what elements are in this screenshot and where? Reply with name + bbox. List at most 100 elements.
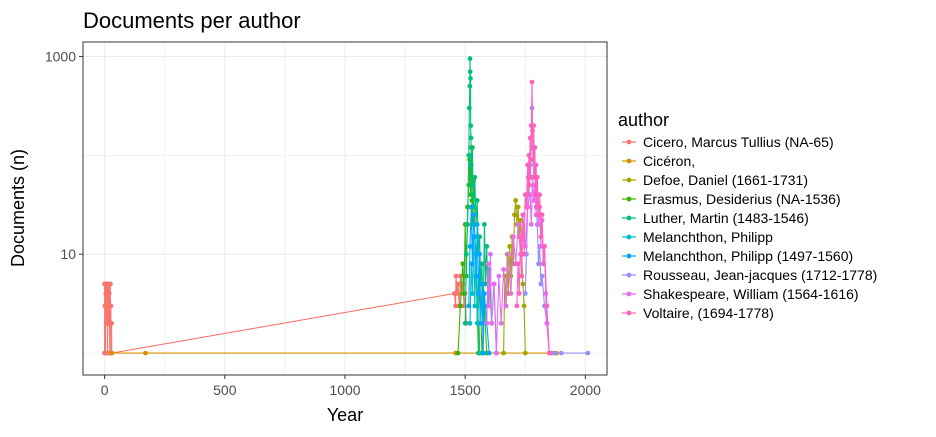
data-point <box>522 350 528 356</box>
legend-key-point <box>626 158 632 164</box>
data-point <box>468 204 474 210</box>
data-point <box>477 251 482 257</box>
data-point <box>515 222 521 227</box>
data-point <box>551 350 557 356</box>
x-tick-label: 2000 <box>570 382 601 398</box>
legend-item: Luther, Martin (1483-1546) <box>622 210 809 226</box>
data-point <box>518 234 523 240</box>
legend-label: Melanchthon, Philipp (1497-1560) <box>643 248 853 264</box>
data-point <box>488 251 493 257</box>
legend-label: Erasmus, Desiderius (NA-1536) <box>643 191 841 207</box>
legend-item: Melanchthon, Philipp (1497-1560) <box>622 248 853 264</box>
data-point <box>558 350 564 356</box>
data-point <box>522 291 528 296</box>
data-point <box>527 135 533 141</box>
data-point <box>474 198 480 203</box>
data-point <box>501 350 506 356</box>
data-point <box>536 222 541 227</box>
data-point <box>544 320 550 326</box>
data-point <box>108 303 114 309</box>
data-point <box>515 261 521 267</box>
legend-label: Shakespeare, William (1564-1616) <box>643 286 859 302</box>
series-7 <box>466 204 492 356</box>
data-point <box>474 320 480 326</box>
data-point <box>453 303 458 309</box>
data-point <box>531 123 537 128</box>
data-point <box>486 303 492 309</box>
data-point <box>476 291 481 296</box>
data-point <box>518 217 523 223</box>
legend-label: Cicéron, <box>643 153 695 169</box>
y-tick-label: 1000 <box>45 48 76 64</box>
series-line <box>464 58 497 354</box>
data-point <box>466 303 472 309</box>
legend-label: Voltaire, (1694-1778) <box>643 305 774 321</box>
data-point <box>534 174 540 180</box>
data-point <box>467 244 473 249</box>
data-point <box>470 145 475 150</box>
legend: Cicero, Marcus Tullius (NA-65) Cicéron, De… <box>622 134 877 321</box>
data-point <box>508 291 514 296</box>
legend-label: Defoe, Daniel (1661-1731) <box>643 172 808 188</box>
x-tick-label: 500 <box>213 382 237 398</box>
x-tick-label: 0 <box>101 382 109 398</box>
y-tick-label: 10 <box>60 246 76 262</box>
data-point <box>458 303 463 309</box>
data-point <box>143 350 148 356</box>
legend-item: Voltaire, (1694-1778) <box>622 305 774 321</box>
data-point <box>520 212 526 218</box>
legend-key-point <box>626 196 632 202</box>
data-point <box>539 273 545 279</box>
legend-item: Rousseau, Jean-jacques (1712-1778) <box>622 267 877 283</box>
data-point <box>533 162 539 168</box>
data-point <box>540 261 546 267</box>
data-point <box>525 162 531 168</box>
data-point <box>469 182 475 188</box>
data-point <box>543 291 549 296</box>
data-point <box>455 350 461 356</box>
data-point <box>470 261 475 267</box>
legend-item: Cicéron, <box>622 153 695 169</box>
series-line <box>468 206 490 354</box>
data-point <box>534 204 540 210</box>
legend-key-point <box>626 310 632 316</box>
data-point <box>466 152 472 158</box>
data-point <box>484 244 490 249</box>
data-point <box>473 273 479 279</box>
data-point <box>468 135 474 141</box>
series-layer <box>102 56 591 356</box>
data-point <box>486 350 492 356</box>
data-point <box>506 251 511 257</box>
data-point <box>471 212 476 218</box>
data-point <box>514 303 520 309</box>
legend-label: Rousseau, Jean-jacques (1712-1778) <box>643 267 877 283</box>
data-point <box>519 273 525 279</box>
data-point <box>109 320 114 326</box>
data-point <box>482 222 487 227</box>
data-point <box>513 198 519 203</box>
data-point <box>467 69 473 75</box>
data-point <box>542 244 547 249</box>
data-point <box>512 212 517 218</box>
data-point <box>472 174 478 180</box>
series-10 <box>514 79 552 356</box>
data-point <box>468 123 474 128</box>
legend-item: Cicero, Marcus Tullius (NA-65) <box>622 134 834 150</box>
data-point <box>468 162 474 168</box>
legend-key-point <box>626 234 632 240</box>
data-point <box>468 76 473 81</box>
data-point <box>538 244 544 249</box>
data-point <box>528 174 533 180</box>
data-point <box>532 145 538 150</box>
data-point <box>108 281 113 287</box>
data-point <box>501 267 506 272</box>
data-point <box>467 320 473 326</box>
data-point <box>480 350 486 356</box>
data-point <box>496 273 502 279</box>
legend-key-point <box>626 253 632 259</box>
data-point <box>524 204 529 210</box>
axis-layer: 0 500 1000 1500 2000 10 1000 <box>45 48 601 398</box>
data-point <box>489 320 494 326</box>
data-point <box>485 261 491 267</box>
